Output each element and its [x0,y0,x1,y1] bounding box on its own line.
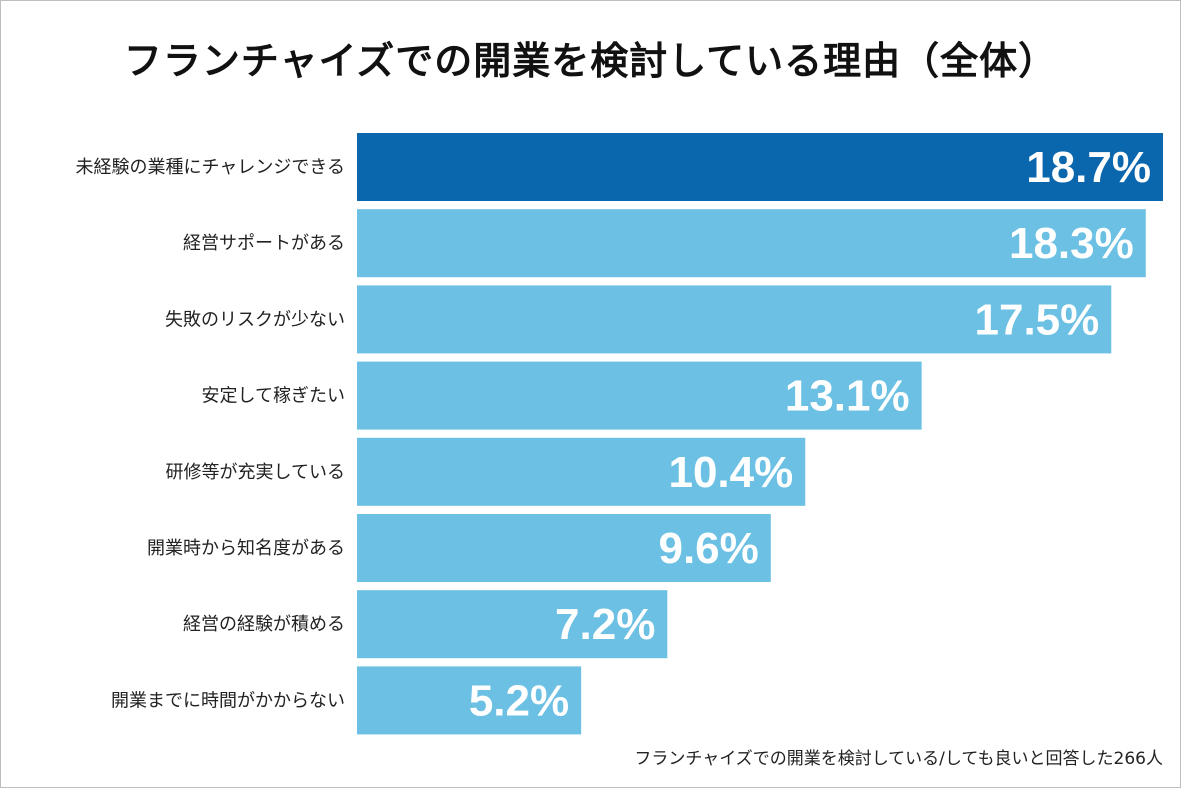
bar-5 [357,437,806,506]
value-label-5: 10.4% [668,448,793,497]
chart-title: フランチャイズでの開業を検討している理由（全体） [123,39,1058,83]
value-label-3: 17.5% [975,295,1100,344]
category-label-1: 未経験の業種にチャレンジできる [76,157,345,178]
value-label-2: 18.3% [1009,219,1134,268]
bar-6 [357,514,771,582]
respondents-note: フランチャイズでの開業を検討している/しても良いと回答した266人 [634,749,1163,769]
bar-1 [357,133,1163,201]
bar-8 [357,666,582,735]
category-label-3: 失敗のリスクが少ない [165,309,345,330]
value-label-4: 13.1% [785,372,910,421]
category-label-8: 開業までに時間がかからない [111,690,345,711]
bar-3 [357,285,1112,354]
bar-4 [357,361,922,430]
category-label-5: 研修等が充実している [166,462,345,483]
category-label-6: 開業時から知名度がある [147,538,345,559]
value-label-1: 18.7% [1026,143,1151,192]
category-label-2: 経営サポートがある [183,233,345,254]
value-label-8: 5.2% [469,676,569,725]
category-label-4: 安定して稼ぎたい [202,386,345,407]
value-label-7: 7.2% [555,600,655,649]
bar-7 [357,590,668,659]
bar-2 [357,209,1146,278]
value-label-6: 9.6% [658,524,758,573]
category-label-7: 経営の経験が積める [183,614,345,635]
